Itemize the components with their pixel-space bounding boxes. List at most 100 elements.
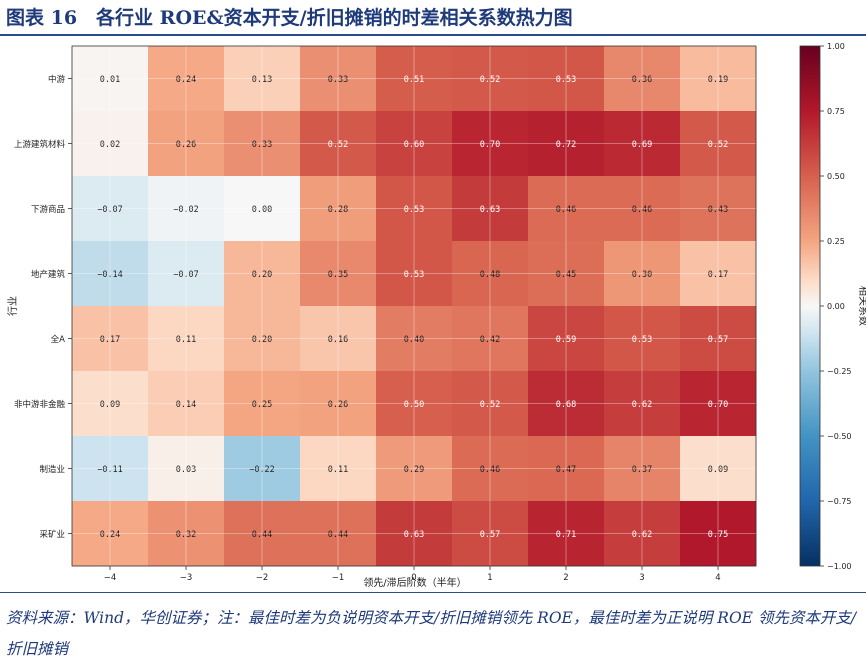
cell-value-label: −0.07 xyxy=(97,205,123,215)
cell-value-label: 0.52 xyxy=(708,140,728,150)
heatmap-cell xyxy=(376,176,453,242)
heatmap-cell xyxy=(224,176,301,242)
colorbar-label: 相关系数 xyxy=(857,286,866,326)
cell-value-label: 0.70 xyxy=(480,140,500,150)
heatmap-cell xyxy=(604,371,681,437)
heatmap-cell xyxy=(528,501,605,567)
heatmap-cell xyxy=(452,306,529,372)
heatmap-cell xyxy=(300,111,377,177)
x-tick-label: 2 xyxy=(563,573,568,583)
heatmap-cell xyxy=(680,241,757,307)
heatmap-cell xyxy=(72,436,149,502)
x-tick-label: 3 xyxy=(639,573,644,583)
heatmap-cell xyxy=(376,241,453,307)
cell-value-label: −0.22 xyxy=(249,465,275,475)
heatmap-cell xyxy=(224,306,301,372)
cell-value-label: 0.63 xyxy=(404,530,424,540)
cell-value-label: 0.53 xyxy=(404,205,424,215)
heatmap-cell xyxy=(300,436,377,502)
heatmap-cell xyxy=(452,176,529,242)
y-tick-label: 下游商品 xyxy=(31,204,65,215)
cell-value-label: 0.52 xyxy=(480,400,500,410)
heatmap-cell xyxy=(72,111,149,177)
y-tick-label: 中游 xyxy=(48,74,66,85)
cell-value-label: 0.20 xyxy=(252,335,272,345)
heatmap-cell xyxy=(300,501,377,567)
cell-value-label: 0.16 xyxy=(328,335,348,345)
cell-value-label: 0.53 xyxy=(632,335,652,345)
heatmap-cell xyxy=(300,46,377,112)
cell-value-label: 0.40 xyxy=(404,335,424,345)
colorbar-tick-label: −0.75 xyxy=(827,497,852,506)
cell-value-label: 0.57 xyxy=(480,530,500,540)
heatmap-cell xyxy=(376,501,453,567)
heatmap-cell xyxy=(452,241,529,307)
heatmap-cell xyxy=(224,501,301,567)
cell-value-label: 0.45 xyxy=(556,270,576,280)
heatmap-cell xyxy=(680,111,757,177)
x-tick-label: −1 xyxy=(332,573,345,583)
heatmap-cell xyxy=(376,436,453,502)
heatmap-cell xyxy=(148,501,225,567)
cell-value-label: 0.53 xyxy=(556,75,576,85)
cell-value-label: 0.01 xyxy=(100,75,120,85)
colorbar-tick-label: 0.00 xyxy=(827,302,845,311)
figure-title: 图表 16 各行业 ROE&资本开支/折旧摊销的时差相关系数热力图 xyxy=(6,7,573,29)
cell-value-label: 0.26 xyxy=(176,140,196,150)
cell-value-label: 0.24 xyxy=(100,530,120,540)
heatmap-cell xyxy=(680,306,757,372)
cell-value-label: 0.71 xyxy=(556,530,576,540)
cell-value-label: 0.70 xyxy=(708,400,728,410)
heatmap-cell xyxy=(148,176,225,242)
heatmap-cell xyxy=(680,46,757,112)
cell-value-label: 0.24 xyxy=(176,75,196,85)
cell-value-label: 0.13 xyxy=(252,75,272,85)
heatmap-cell xyxy=(604,111,681,177)
cell-value-label: 0.69 xyxy=(632,140,652,150)
y-tick-label: 制造业 xyxy=(39,464,65,475)
cell-value-label: 0.36 xyxy=(632,75,652,85)
heatmap-cell xyxy=(72,501,149,567)
heatmap-cell xyxy=(452,371,529,437)
cell-value-label: 0.32 xyxy=(176,530,196,540)
cell-value-label: 0.44 xyxy=(328,530,348,540)
cell-value-label: 0.28 xyxy=(328,205,348,215)
source-note: 资料来源：Wind，华创证券；注：最佳时差为负说明资本开支/折旧摊销领先 ROE… xyxy=(6,609,857,658)
x-tick-label: −2 xyxy=(256,573,269,583)
heatmap-cell xyxy=(148,436,225,502)
colorbar-tick-label: 0.25 xyxy=(827,237,845,246)
heatmap-cell xyxy=(452,436,529,502)
x-tick-label: −4 xyxy=(104,573,117,583)
cell-value-label: 0.14 xyxy=(176,400,196,410)
y-axis-label: 行业 xyxy=(6,296,19,316)
heatmap-cell xyxy=(604,46,681,112)
cell-value-label: 0.72 xyxy=(556,140,576,150)
cell-value-label: 0.46 xyxy=(632,205,652,215)
heatmap-cell xyxy=(680,176,757,242)
heatmap-cell xyxy=(72,176,149,242)
cell-value-label: 0.43 xyxy=(708,205,728,215)
heatmap-cell xyxy=(300,176,377,242)
title-rule xyxy=(0,34,866,36)
cell-value-label: 0.59 xyxy=(556,335,576,345)
colorbar-gradient xyxy=(799,45,821,567)
heatmap-cell xyxy=(528,241,605,307)
heatmap-cell xyxy=(452,111,529,177)
cell-value-label: −0.07 xyxy=(173,270,199,280)
cell-value-label: 0.00 xyxy=(252,205,272,215)
heatmap-cell xyxy=(300,371,377,437)
heatmap-cell xyxy=(680,436,757,502)
cell-value-label: 0.52 xyxy=(480,75,500,85)
cell-value-label: −0.11 xyxy=(97,465,123,475)
x-tick-label: 4 xyxy=(715,573,720,583)
cell-value-label: 0.17 xyxy=(708,270,728,280)
heatmap-cell xyxy=(224,371,301,437)
cell-value-label: 0.29 xyxy=(404,465,424,475)
y-tick-label: 全A xyxy=(51,334,66,345)
cell-value-label: 0.46 xyxy=(480,465,500,475)
cell-value-label: 0.09 xyxy=(100,400,120,410)
cell-value-label: 0.02 xyxy=(100,140,120,150)
cell-value-label: 0.62 xyxy=(632,530,652,540)
heatmap-cell xyxy=(528,306,605,372)
plot-frame xyxy=(71,45,757,567)
